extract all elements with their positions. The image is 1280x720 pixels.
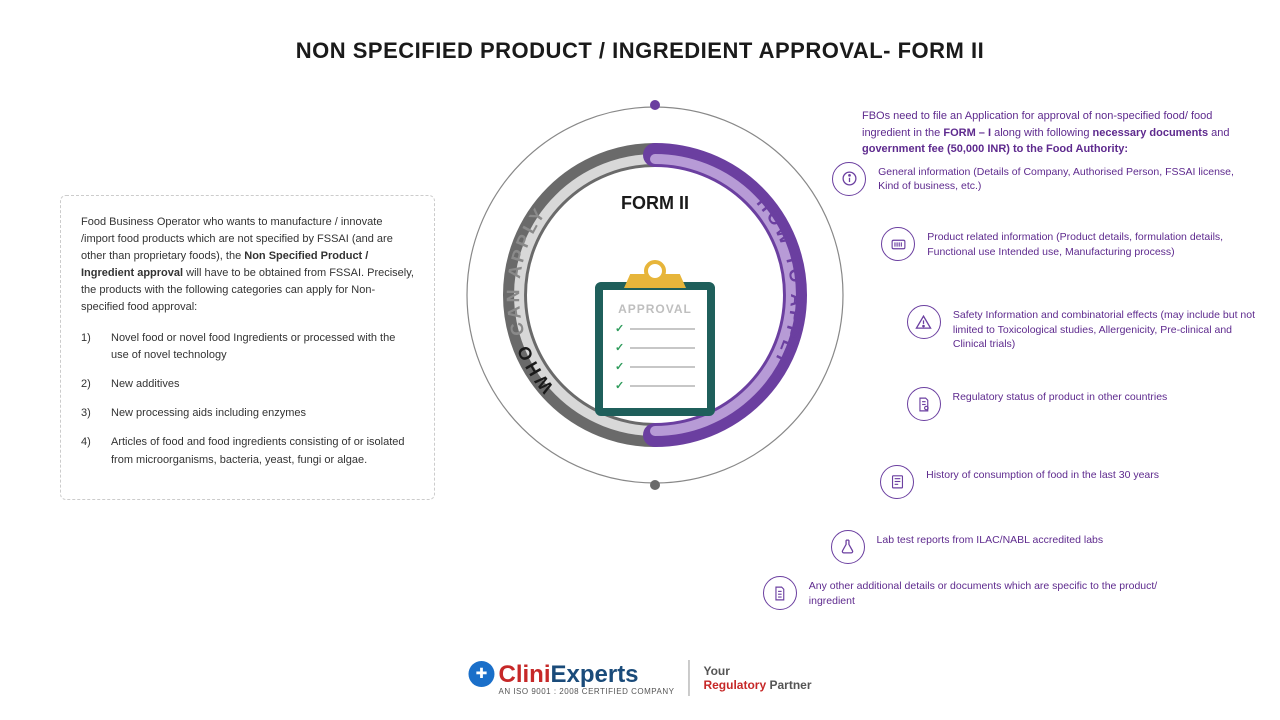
logo-sub: AN ISO 9001 : 2008 CERTIFIED COMPANY [498,687,674,696]
right-item-text: General information (Details of Company,… [878,165,1248,194]
left-list-item: 1)Novel food or novel food Ingredients o… [81,330,414,364]
doc-stamp-icon [907,387,941,421]
logo-tagline: Your Regulatory Partner [703,664,811,693]
center-circle: WHO CAN APPLY HOW TO APPLY FORM II APPRO… [465,105,845,485]
logo-badge-icon: ✚ [468,661,494,687]
doc-icon [763,576,797,610]
how-to-apply-list: General information (Details of Company,… [842,172,1262,186]
left-list-item: 2)New additives [81,376,414,393]
bottom-dot [650,480,660,490]
flask-icon [831,530,865,564]
logo-name: CliniExperts [498,661,674,689]
left-list-item: 3)New processing aids including enzymes [81,405,414,422]
right-item-text: Safety Information and combinatorial eff… [953,308,1262,352]
warning-icon [907,305,941,339]
left-list: 1)Novel food or novel food Ingredients o… [81,330,414,468]
right-item-text: Any other additional details or document… [809,579,1179,608]
right-item-text: Regulatory status of product in other co… [953,390,1262,405]
right-item-text: History of consumption of food in the la… [926,468,1262,483]
logo-separator [688,660,689,696]
how-to-apply-intro: FBOs need to file an Application for app… [862,108,1242,158]
clipboard-icon: APPROVAL ✓✓✓✓ [595,260,715,416]
logo: ✚ CliniExperts AN ISO 9001 : 2008 CERTIF… [468,660,811,696]
left-list-item: 4)Articles of food and food ingredients … [81,434,414,468]
page-title: NON SPECIFIED PRODUCT / INGREDIENT APPRO… [0,38,1280,64]
form-ii-label: FORM II [621,193,689,214]
right-item-text: Product related information (Product det… [927,230,1262,259]
barcode-icon [881,227,915,261]
left-intro: Food Business Operator who wants to manu… [81,214,414,316]
history-icon [880,465,914,499]
right-item-text: Lab test reports from ILAC/NABL accredit… [877,533,1247,548]
top-dot [650,100,660,110]
who-can-apply-box: Food Business Operator who wants to manu… [60,195,435,500]
approval-text: APPROVAL [615,302,695,316]
info-icon [832,162,866,196]
